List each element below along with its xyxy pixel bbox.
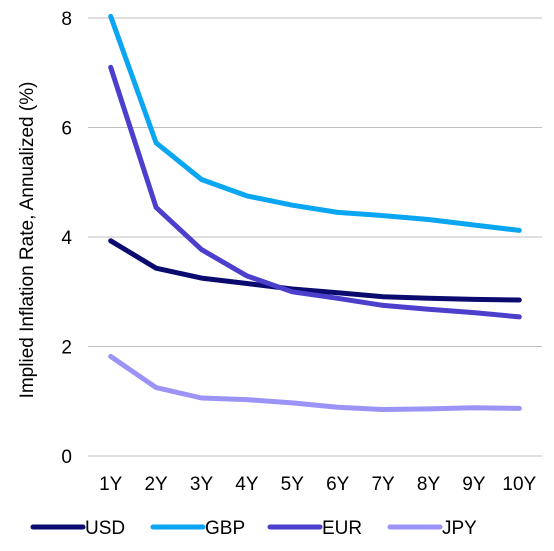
x-tick-label: 10Y [502,474,536,495]
x-tick-label: 1Y [99,474,123,495]
x-tick-label: 4Y [235,474,259,495]
gridlines [88,17,542,457]
x-tick-label: 2Y [144,474,168,495]
x-tick-label: 5Y [281,474,305,495]
legend-label: JPY [442,518,477,539]
x-tick-label: 8Y [417,474,441,495]
y-tick-label: 2 [61,338,72,359]
y-axis-ticks: 0 2 4 6 8 [61,9,72,468]
series-line-gbp [108,13,522,233]
legend-item-gbp: GBP [150,518,245,539]
legend-label: EUR [322,518,362,539]
y-tick-label: 8 [61,9,72,30]
legend-item-eur: EUR [267,518,362,539]
legend: USD GBP EUR JPY [30,518,477,539]
series-line-eur [108,64,522,320]
y-tick-label: 4 [61,228,72,249]
series-lines [108,13,522,412]
series-line-jpy [108,353,522,412]
legend-item-jpy: JPY [387,518,477,539]
legend-item-usd: USD [30,518,125,539]
y-tick-label: 6 [61,119,72,140]
legend-label: USD [85,518,125,539]
x-tick-label: 9Y [462,474,486,495]
series-line-usd [108,238,522,303]
x-tick-label: 6Y [326,474,350,495]
x-tick-label: 7Y [371,474,395,495]
y-tick-label: 0 [61,447,72,468]
y-axis-label: Implied Inflation Rate, Annualized (%) [17,82,38,399]
legend-label: GBP [205,518,245,539]
x-axis-ticks: 1Y 2Y 3Y 4Y 5Y 6Y 7Y 8Y 9Y 10Y [99,474,536,495]
x-tick-label: 3Y [190,474,214,495]
